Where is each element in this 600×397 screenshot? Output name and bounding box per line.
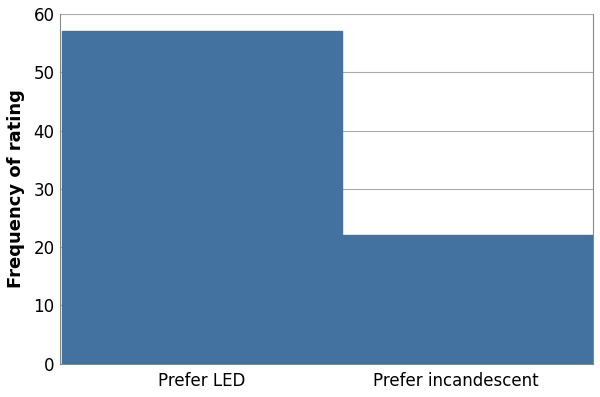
Bar: [316, 235, 596, 364]
Bar: [62, 31, 342, 364]
Y-axis label: Frequency of rating: Frequency of rating: [7, 89, 25, 288]
